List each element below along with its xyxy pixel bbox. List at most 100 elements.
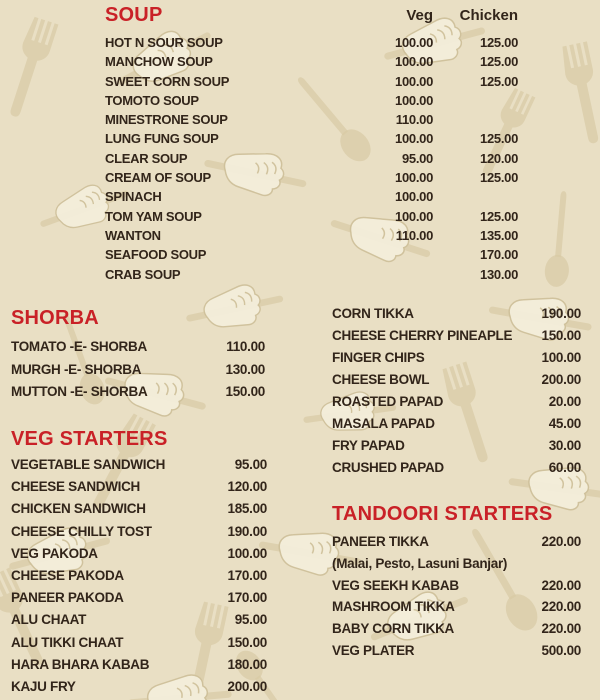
menu-item-row: CHEESE CHERRY PINEAPLE 150.00 — [332, 325, 581, 347]
item-name: VEG SEEKH KABAB — [332, 577, 459, 593]
menu-item-row: TOMOTO SOUP 100.00 — [105, 91, 518, 110]
item-price: 95.00 — [234, 457, 268, 472]
menu-item-row: SEAFOOD SOUP 170.00 — [105, 245, 518, 264]
item-price: 220.00 — [541, 599, 582, 615]
item-veg-price: 100.00 — [395, 170, 433, 186]
menu-item-row: TOM YAM SOUP 100.00 125.00 — [105, 207, 518, 226]
item-name: PANEER TIKKA — [332, 534, 429, 549]
item-price: 130.00 — [225, 361, 266, 377]
item-chicken-price: 130.00 — [480, 266, 518, 282]
menu-item-row: CRUSHED PAPAD 60.00 — [332, 457, 581, 479]
item-price: 190.00 — [227, 523, 268, 539]
item-name: TOM YAM SOUP — [105, 208, 202, 224]
item-price: 170.00 — [227, 590, 268, 606]
item-name: SEAFOOD SOUP — [105, 247, 207, 263]
menu-item-row: KAJU FRY 200.00 — [11, 676, 267, 698]
item-veg-price: 110.00 — [395, 112, 434, 128]
menu-item-row: LUNG FUNG SOUP 100.00 125.00 — [105, 129, 518, 148]
item-price: 45.00 — [548, 416, 582, 431]
item-price: 60.00 — [548, 460, 582, 475]
tandoori-starters-item-list: PANEER TIKKA 220.00 (Malai, Pesto, Lasun… — [332, 531, 581, 662]
menu-item-row: (Malai, Pesto, Lasuni Banjar) — [332, 553, 581, 575]
item-price: 150.00 — [225, 384, 266, 399]
item-chicken-price: 125.00 — [480, 35, 518, 50]
item-price: 180.00 — [227, 656, 268, 672]
menu-item-row: MASALA PAPAD 45.00 — [332, 413, 581, 435]
item-name: (Malai, Pesto, Lasuni Banjar) — [332, 555, 508, 571]
item-name: CRUSHED PAPAD — [332, 460, 444, 475]
item-price: 30.00 — [548, 438, 582, 453]
menu-item-row: PANEER PAKODA 170.00 — [11, 587, 267, 609]
menu-item-row: CRAB SOUP 130.00 — [105, 265, 518, 284]
menu-item-row: MURGH -E- SHORBA 130.00 — [11, 359, 265, 382]
menu-item-row: MUTTON -E- SHORBA 150.00 — [11, 381, 265, 404]
item-veg-price: 100.00 — [395, 189, 433, 205]
item-name: HARA BHARA KABAB — [11, 656, 150, 672]
item-name: SPINACH — [105, 189, 162, 205]
item-name: LUNG FUNG SOUP — [105, 131, 219, 147]
item-name: TOMATO -E- SHORBA — [11, 339, 147, 354]
menu-item-row: CHEESE BOWL 200.00 — [332, 369, 581, 391]
item-veg-price: 100.00 — [395, 131, 433, 147]
item-price: 120.00 — [227, 479, 268, 495]
item-name: CHEESE BOWL — [332, 372, 430, 387]
starters-continued-item-list: CORN TIKKA 190.00 CHEESE CHERRY PINEAPLE… — [332, 303, 581, 479]
menu-item-row: FRY PAPAD 30.00 — [332, 435, 581, 457]
section-title-veg-starters: VEG STARTERS — [11, 428, 168, 450]
item-chicken-price: 170.00 — [480, 247, 518, 263]
menu-item-row: VEG PLATER 500.00 — [332, 640, 581, 662]
item-veg-price: 100.00 — [395, 208, 433, 224]
item-price: 110.00 — [226, 339, 265, 354]
item-price: 95.00 — [234, 612, 268, 628]
item-price: 500.00 — [541, 642, 582, 658]
item-name: MUTTON -E- SHORBA — [11, 384, 148, 399]
item-price: 220.00 — [541, 577, 582, 593]
item-name: WANTON — [105, 227, 161, 243]
item-price: 150.00 — [541, 328, 582, 343]
menu-item-row: MASHROOM TIKKA 220.00 — [332, 596, 581, 618]
item-price: 200.00 — [227, 678, 268, 694]
item-price: 20.00 — [548, 394, 582, 409]
menu-item-row: CHEESE SANDWICH 120.00 — [11, 476, 267, 498]
item-veg-price: 110.00 — [395, 227, 434, 243]
item-price: 150.00 — [227, 634, 268, 650]
item-name: PANEER PAKODA — [11, 590, 124, 606]
item-chicken-price: 125.00 — [480, 170, 518, 186]
item-chicken-price: 125.00 — [480, 208, 518, 224]
item-price: 185.00 — [227, 501, 268, 517]
menu-item-row: TOMATO -E- SHORBA 110.00 — [11, 336, 265, 359]
menu-item-row: MANCHOW SOUP 100.00 125.00 — [105, 52, 518, 71]
item-name: BABY CORN TIKKA — [332, 621, 455, 637]
item-name: MANCHOW SOUP — [105, 54, 213, 70]
menu-item-row: ROASTED PAPAD 20.00 — [332, 391, 581, 413]
item-name: MURGH -E- SHORBA — [11, 361, 142, 377]
item-chicken-price: 135.00 — [480, 227, 518, 243]
section-title-tandoori-starters: TANDOORI STARTERS — [332, 503, 553, 525]
item-name: VEG PLATER — [332, 642, 415, 658]
menu-item-row: BABY CORN TIKKA 220.00 — [332, 618, 581, 640]
item-veg-price: 100.00 — [395, 54, 433, 70]
item-price: 190.00 — [541, 306, 582, 321]
item-name: CREAM OF SOUP — [105, 170, 211, 186]
item-price: 220.00 — [541, 621, 582, 637]
item-name: HOT N SOUR SOUP — [105, 35, 223, 50]
price-columns-header: Veg Chicken — [105, 7, 518, 24]
item-name: MINESTRONE SOUP — [105, 112, 228, 128]
menu-item-row: VEG PAKODA 100.00 — [11, 543, 267, 565]
menu-item-row: CREAM OF SOUP 100.00 125.00 — [105, 168, 518, 187]
menu-item-row: ALU TIKKI CHAAT 150.00 — [11, 632, 267, 654]
item-name: CHEESE SANDWICH — [11, 479, 141, 495]
soup-item-list: HOT N SOUR SOUP 100.00 125.00 MANCHOW SO… — [105, 33, 518, 284]
item-name: CHEESE CHILLY TOST — [11, 523, 152, 539]
item-name: TOMOTO SOUP — [105, 92, 199, 108]
veg-starters-item-list: VEGETABLE SANDWICH 95.00 CHEESE SANDWICH… — [11, 454, 267, 698]
menu-item-row: PANEER TIKKA 220.00 — [332, 531, 581, 553]
section-title-shorba: SHORBA — [11, 307, 99, 329]
item-name: MASHROOM TIKKA — [332, 599, 455, 615]
menu-item-row: SWEET CORN SOUP 100.00 125.00 — [105, 72, 518, 91]
item-name: SWEET CORN SOUP — [105, 73, 230, 89]
item-price: 100.00 — [227, 545, 268, 561]
menu-item-row: CHEESE CHILLY TOST 190.00 — [11, 521, 267, 543]
menu-item-row: CHICKEN SANDWICH 185.00 — [11, 498, 267, 520]
